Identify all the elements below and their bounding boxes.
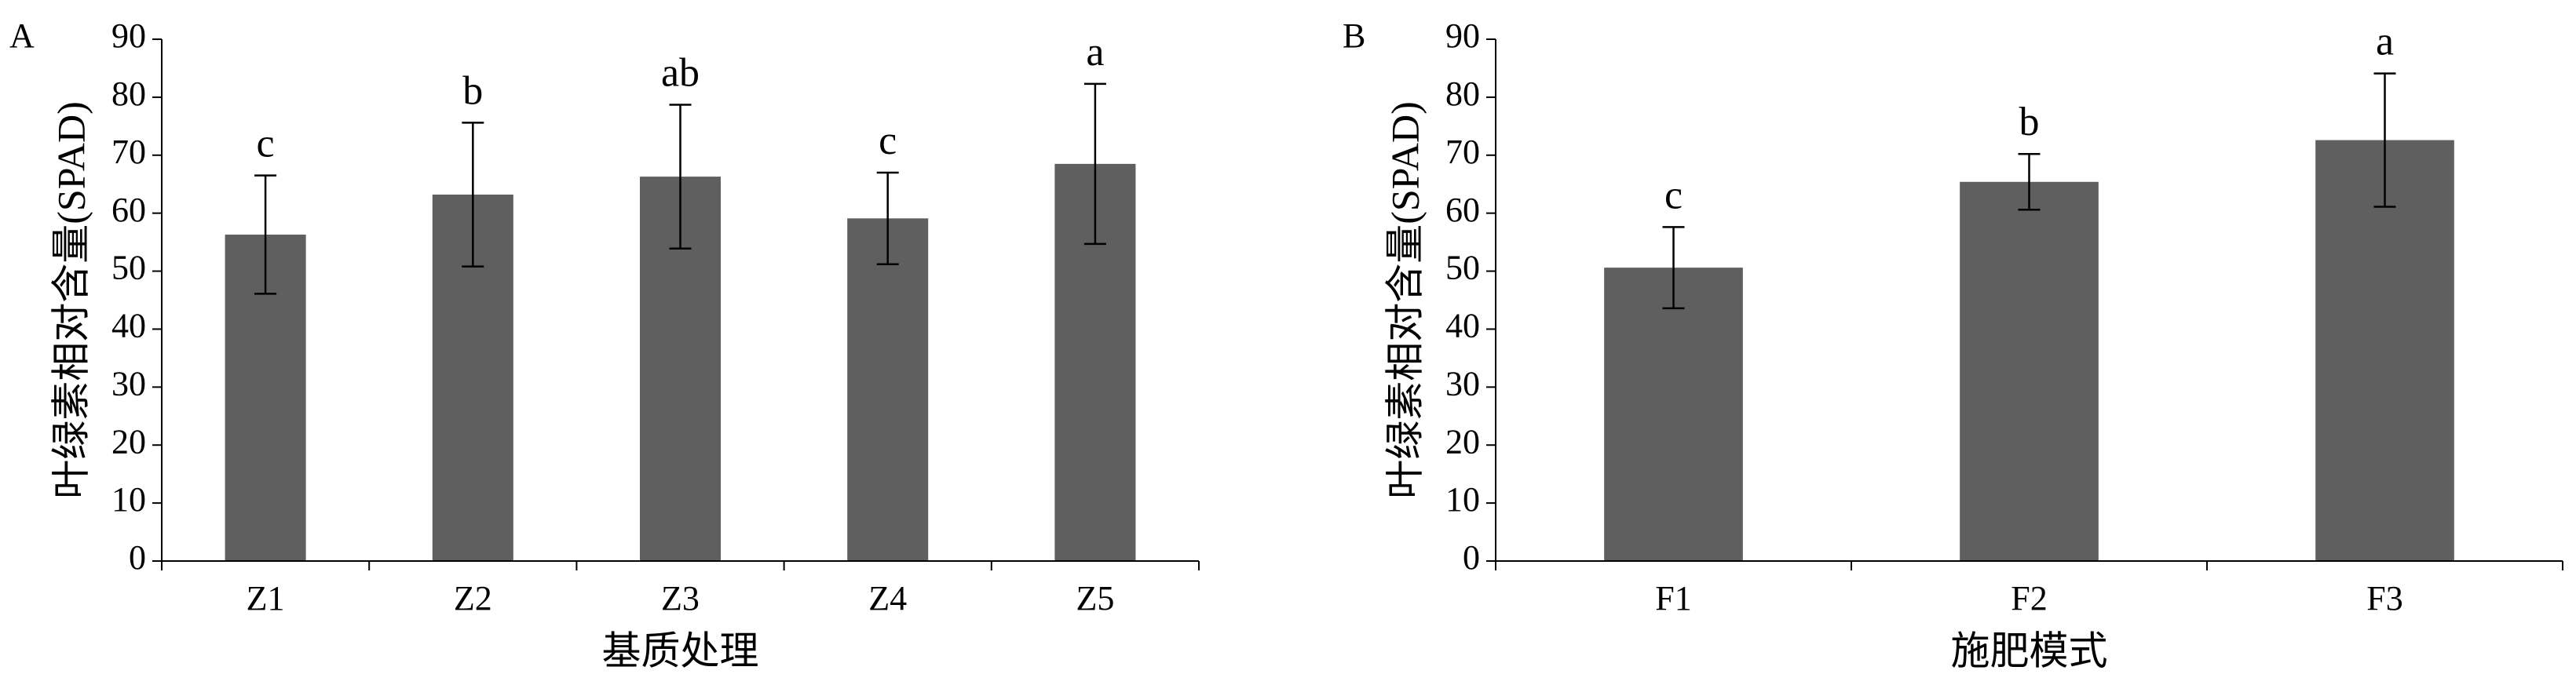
y-axis-title: 叶绿素相对含量(SPAD) bbox=[49, 101, 93, 499]
y-tick-label: 50 bbox=[1445, 249, 1480, 287]
x-tick-label: Z2 bbox=[454, 579, 492, 618]
y-tick-label: 50 bbox=[111, 249, 146, 287]
x-tick-label: Z1 bbox=[247, 579, 285, 618]
chart-panel: A 叶绿素相对含量(SPAD) 基质处理 0 10 20 30 40 50 60 70 80 90 c Z1… bbox=[9, 16, 1200, 672]
y-axis-title: 叶绿素相对含量(SPAD) bbox=[1383, 101, 1427, 499]
y-tick-label: 0 bbox=[129, 538, 146, 577]
panel-label: A bbox=[9, 16, 35, 55]
x-tick-label: Z5 bbox=[1076, 579, 1114, 618]
y-tick-label: 10 bbox=[1445, 480, 1480, 519]
x-axis-title: 施肥模式 bbox=[1951, 629, 2108, 672]
significance-letter: ab bbox=[661, 50, 700, 95]
y-tick-label: 30 bbox=[111, 364, 146, 403]
y-tick-label: 90 bbox=[111, 16, 146, 55]
chart-panel: B 叶绿素相对含量(SPAD) 施肥模式 0 10 20 30 40 50 60 70 80 90 c F1… bbox=[1343, 16, 2563, 672]
y-tick-label: 40 bbox=[111, 307, 146, 345]
y-tick-label: 70 bbox=[1445, 133, 1480, 171]
y-tick-label: 60 bbox=[111, 191, 146, 229]
bar bbox=[1960, 181, 2099, 561]
panel-label: B bbox=[1343, 16, 1365, 55]
significance-letter: b bbox=[2019, 100, 2040, 144]
y-tick-label: 20 bbox=[1445, 422, 1480, 461]
significance-letter: c bbox=[879, 118, 897, 163]
x-tick-label: F3 bbox=[2366, 579, 2402, 618]
x-tick-label: Z4 bbox=[868, 579, 907, 618]
significance-letter: c bbox=[1664, 173, 1683, 217]
y-tick-label: 70 bbox=[111, 133, 146, 171]
x-axis-title: 基质处理 bbox=[602, 629, 759, 672]
y-tick-label: 0 bbox=[1463, 538, 1480, 577]
bar bbox=[2315, 140, 2454, 562]
significance-letter: c bbox=[257, 122, 275, 166]
y-tick-label: 80 bbox=[1445, 75, 1480, 113]
y-tick-label: 90 bbox=[1445, 16, 1480, 55]
significance-letter: a bbox=[2376, 20, 2394, 64]
x-tick-label: F1 bbox=[1655, 579, 1691, 618]
significance-letter: b bbox=[462, 68, 483, 113]
y-tick-label: 10 bbox=[111, 480, 146, 519]
x-tick-label: Z3 bbox=[661, 579, 700, 618]
y-tick-label: 30 bbox=[1445, 364, 1480, 403]
y-tick-label: 60 bbox=[1445, 191, 1480, 229]
bar bbox=[847, 218, 929, 561]
significance-letter: a bbox=[1086, 30, 1104, 75]
y-tick-label: 40 bbox=[1445, 307, 1480, 345]
y-tick-label: 20 bbox=[111, 422, 146, 461]
bar bbox=[1604, 268, 1743, 561]
x-tick-label: F2 bbox=[2011, 579, 2047, 618]
y-tick-label: 80 bbox=[111, 75, 146, 113]
